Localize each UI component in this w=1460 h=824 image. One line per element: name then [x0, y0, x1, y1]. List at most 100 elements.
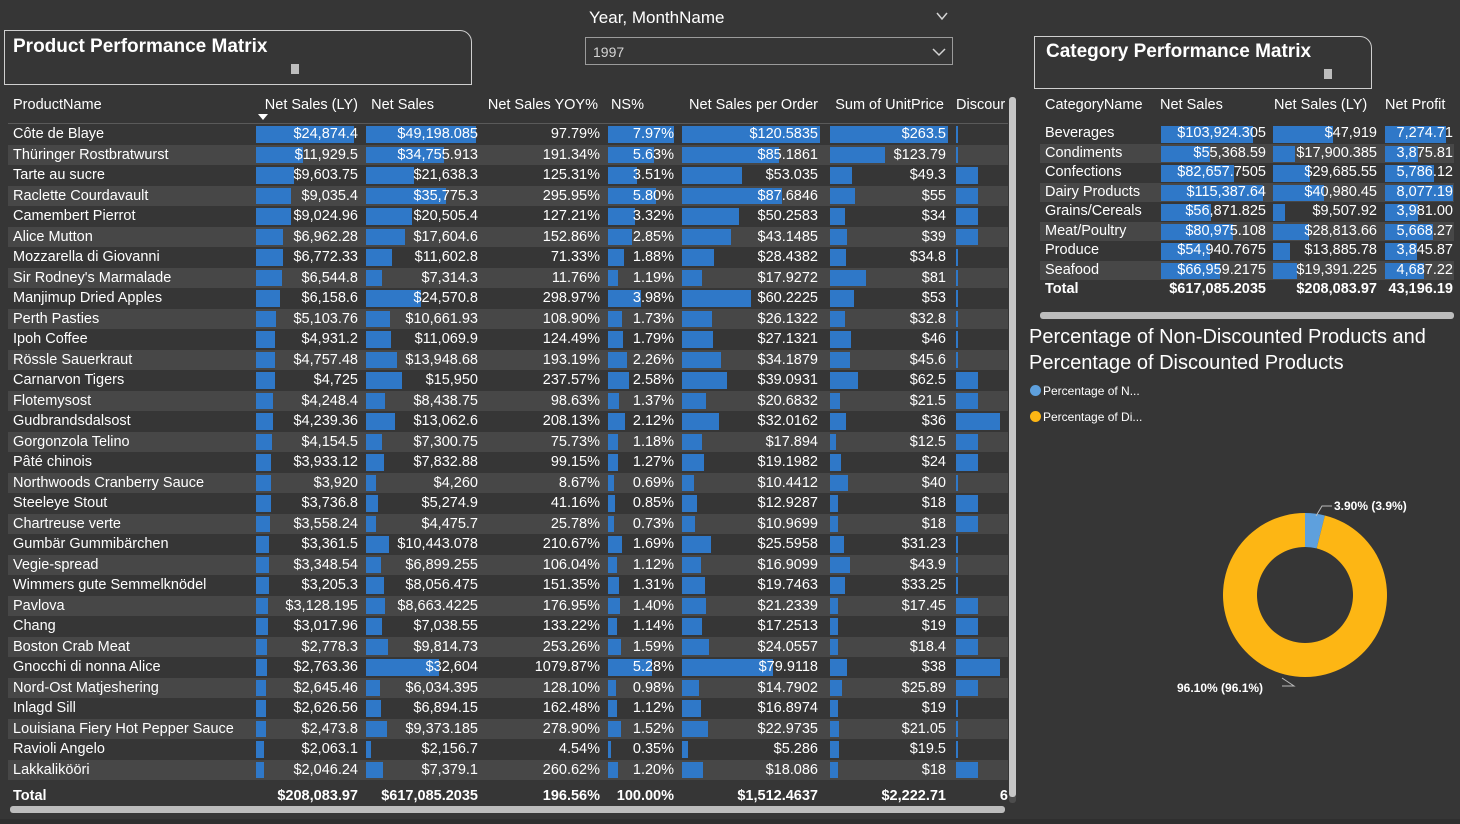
ns-cell: $9,373.185 [366, 719, 482, 740]
table-row[interactable]: Pavlova $3,128.195 $8,663.4225 176.95% 1.40%… [8, 595, 1008, 616]
table-row[interactable]: Pâté chinois $3,933.12 $7,832.88 99.15% 1.27… [8, 452, 1008, 473]
table-row[interactable]: Gnocchi di nonna Alice $2,763.36 $32,604 10… [8, 657, 1008, 678]
table-row[interactable]: Seafood $66,959.2175 $19,391.225 4,687.22 [1040, 260, 1454, 280]
resize-handle-icon[interactable] [1324, 69, 1332, 79]
nsp-cell: 1.69% [608, 534, 678, 555]
product-table-horizontal-scrollbar[interactable] [10, 806, 1005, 813]
category-table-horizontal-scrollbar[interactable] [1040, 312, 1454, 319]
yoy-cell: 124.49% [486, 329, 604, 350]
category-name-cell: Seafood [1045, 261, 1100, 278]
table-row[interactable]: Beverages $103,924.305 $47,919 7,274.71 [1040, 124, 1454, 144]
column-header-product-name[interactable]: ProductName [13, 97, 102, 113]
table-row[interactable]: Northwoods Cranberry Sauce $3,920 $4,260 8.… [8, 472, 1008, 493]
table-row[interactable]: Ipoh Coffee $4,931.2 $11,069.9 124.49% 1.79%… [8, 329, 1008, 350]
scrollbar-thumb[interactable] [10, 806, 1005, 813]
table-row[interactable]: Gumbär Gummibärchen $3,361.5 $10,443.078 21… [8, 534, 1008, 555]
unit-price-cell: $55 [830, 186, 950, 207]
column-header-net-sales-per-order[interactable]: Net Sales per Order [689, 97, 818, 113]
scrollbar-thumb[interactable] [1040, 312, 1454, 319]
table-row[interactable]: Lakkalikööri $2,046.24 $7,379.1 260.62% 1.20… [8, 759, 1008, 781]
column-header-net-sales-yoy[interactable]: Net Sales YOY% [487, 97, 598, 113]
table-row[interactable]: Gudbrandsdalsost $4,239.36 $13,062.6 208.13… [8, 411, 1008, 432]
table-row[interactable]: Condiments $55,368.59 $17,900.385 3,875.81 [1040, 143, 1454, 163]
column-header-category-name[interactable]: CategoryName [1045, 97, 1143, 113]
slice-discounted[interactable] [1223, 513, 1387, 677]
table-row[interactable]: Manjimup Dried Apples $6,158.6 $24,570.8 29… [8, 288, 1008, 309]
column-header-net-sales-ly[interactable]: Net Sales (LY) [1274, 97, 1368, 113]
table-row[interactable]: Wimmers gute Semmelknödel $3,205.3 $8,056.… [8, 575, 1008, 596]
data-bar [956, 515, 978, 532]
legend-item-non-discounted[interactable]: Percentage of N... [1030, 384, 1140, 398]
table-row[interactable]: Rössle Sauerkraut $4,757.48 $13,948.68 193.… [8, 349, 1008, 370]
table-row[interactable]: Gorgonzola Telino $4,154.5 $7,300.75 75.73%… [8, 431, 1008, 452]
ly-value: $19,391.225 [1296, 261, 1377, 278]
table-row[interactable]: Chartreuse verte $3,558.24 $4,475.7 25.78% 0… [8, 513, 1008, 534]
nsp-value: 1.18% [632, 433, 674, 450]
table-row[interactable]: Vegie-spread $3,348.54 $6,899.255 106.04% 1.… [8, 554, 1008, 575]
column-header-discount[interactable]: Discour [956, 97, 1006, 113]
ly-cell: $40,980.45 [1270, 183, 1378, 203]
slice-non-discounted[interactable] [1305, 513, 1325, 549]
data-bar [366, 454, 384, 471]
nsp-cell: 3.51% [608, 165, 678, 186]
ns-cell: $7,832.88 [366, 452, 482, 473]
table-row[interactable]: Raclette Courdavault $9,035.4 $35,775.3 295… [8, 185, 1008, 207]
category-name-cell: Meat/Poultry [1045, 222, 1127, 239]
table-row[interactable]: Louisiana Fiery Hot Pepper Sauce $2,473.8… [8, 718, 1008, 740]
table-row[interactable]: Inlagd Sill $2,626.56 $6,894.15 162.48% 1.12… [8, 698, 1008, 719]
ns-cell: $7,379.1 [366, 760, 482, 781]
unit-price-value: $81 [921, 269, 946, 286]
nsp-value: 1.37% [632, 392, 674, 409]
table-row[interactable]: Grains/Cereals $56,871.825 $9,507.92 3,981.… [1040, 202, 1454, 222]
ns-value: $10,443.078 [397, 536, 478, 552]
table-row[interactable]: Chang $3,017.96 $7,038.55 133.22% 1.14% $17.2… [8, 616, 1008, 637]
table-row[interactable]: Steeleye Stout $3,736.8 $5,274.9 41.16% 0.85… [8, 493, 1008, 514]
table-row[interactable]: Dairy Products $115,387.64 $40,980.45 8,077… [1040, 182, 1454, 203]
table-row[interactable]: Thüringer Rostbratwurst $11,929.5 $34,755.… [8, 144, 1008, 166]
ns-value: $56,871.825 [1185, 203, 1266, 219]
column-header-net-profit[interactable]: Net Profit [1385, 97, 1446, 113]
table-row[interactable]: Flotemysost $4,248.4 $8,438.75 98.63% 1.37% $… [8, 390, 1008, 411]
column-header-ns-percent[interactable]: NS% [610, 97, 644, 113]
nsp-value: 1.69% [632, 536, 674, 552]
column-header-net-sales[interactable]: Net Sales [371, 97, 434, 113]
table-row[interactable]: Tarte au sucre $9,603.75 $21,638.3 125.31% 3… [8, 165, 1008, 186]
table-row[interactable]: Confections $82,657.7505 $29,685.55 5,786.1… [1040, 163, 1454, 183]
ly-cell: $47,919 [1270, 124, 1378, 144]
table-row[interactable]: Mozzarella di Giovanni $6,772.33 $11,602.8… [8, 247, 1008, 268]
per-order-cell: $79.9118 [682, 657, 822, 678]
legend-item-discounted[interactable]: Percentage of Di... [1030, 410, 1142, 424]
table-row[interactable]: Perth Pasties $5,103.76 $10,661.93 108.90% 1… [8, 308, 1008, 329]
data-bar [366, 720, 387, 737]
product-name-cell: Thüringer Rostbratwurst [13, 146, 169, 163]
ns-value: $7,832.88 [413, 454, 478, 470]
table-row[interactable]: Carnarvon Tigers $4,725 $15,950 237.57% 2.58… [8, 370, 1008, 391]
column-header-sum-unit-price[interactable]: Sum of UnitPrice [835, 97, 944, 113]
table-row[interactable]: Meat/Poultry $80,975.108 $28,813.66 5,668.2… [1040, 221, 1454, 241]
ns-value: $4,260 [433, 474, 478, 491]
data-label-discounted: 96.10% (96.1%) [1177, 681, 1264, 695]
table-row[interactable]: Nord-Ost Matjeshering $2,645.46 $6,034.395… [8, 677, 1008, 698]
table-row[interactable]: Côte de Blaye $24,874.4 $49,198.085 97.79% 7… [8, 124, 1008, 145]
nsp-value: 2.26% [632, 351, 674, 368]
product-table-vertical-scrollbar[interactable] [1009, 97, 1016, 803]
table-row[interactable]: Camembert Pierrot $9,024.96 $20,505.4 127.2… [8, 206, 1008, 227]
scrollbar-thumb[interactable] [1009, 97, 1016, 797]
slicer-collapse-chevron-icon[interactable] [936, 10, 948, 22]
ly-cell: $11,929.5 [256, 145, 362, 166]
disc-cell: 0 [956, 145, 1008, 166]
year-dropdown[interactable]: 1997 [585, 37, 953, 65]
resize-handle-icon[interactable] [291, 64, 299, 74]
table-row[interactable]: Produce $54,940.7675 $13,885.78 3,845.87 [1040, 241, 1454, 261]
per-order-cell: $12.9287 [682, 493, 822, 514]
column-header-net-sales-ly[interactable]: Net Sales (LY) [264, 97, 358, 113]
column-header-net-sales[interactable]: Net Sales [1160, 97, 1223, 113]
ns-cell: $115,387.64 [1158, 183, 1267, 203]
table-row[interactable]: Alice Mutton $6,962.28 $17,604.6 152.86% 2.8… [8, 226, 1008, 247]
yoy-cell: 151.35% [486, 575, 604, 596]
per-order-value: $28.4382 [757, 249, 818, 265]
table-row[interactable]: Sir Rodney's Marmalade $6,544.8 $7,314.3 11… [8, 267, 1008, 288]
ns-value: $4,475.7 [421, 515, 478, 532]
table-row[interactable]: Boston Crab Meat $2,778.3 $9,814.73 253.26%… [8, 636, 1008, 657]
table-row[interactable]: Ravioli Angelo $2,063.1 $2,156.7 4.54% 0.35%… [8, 739, 1008, 760]
